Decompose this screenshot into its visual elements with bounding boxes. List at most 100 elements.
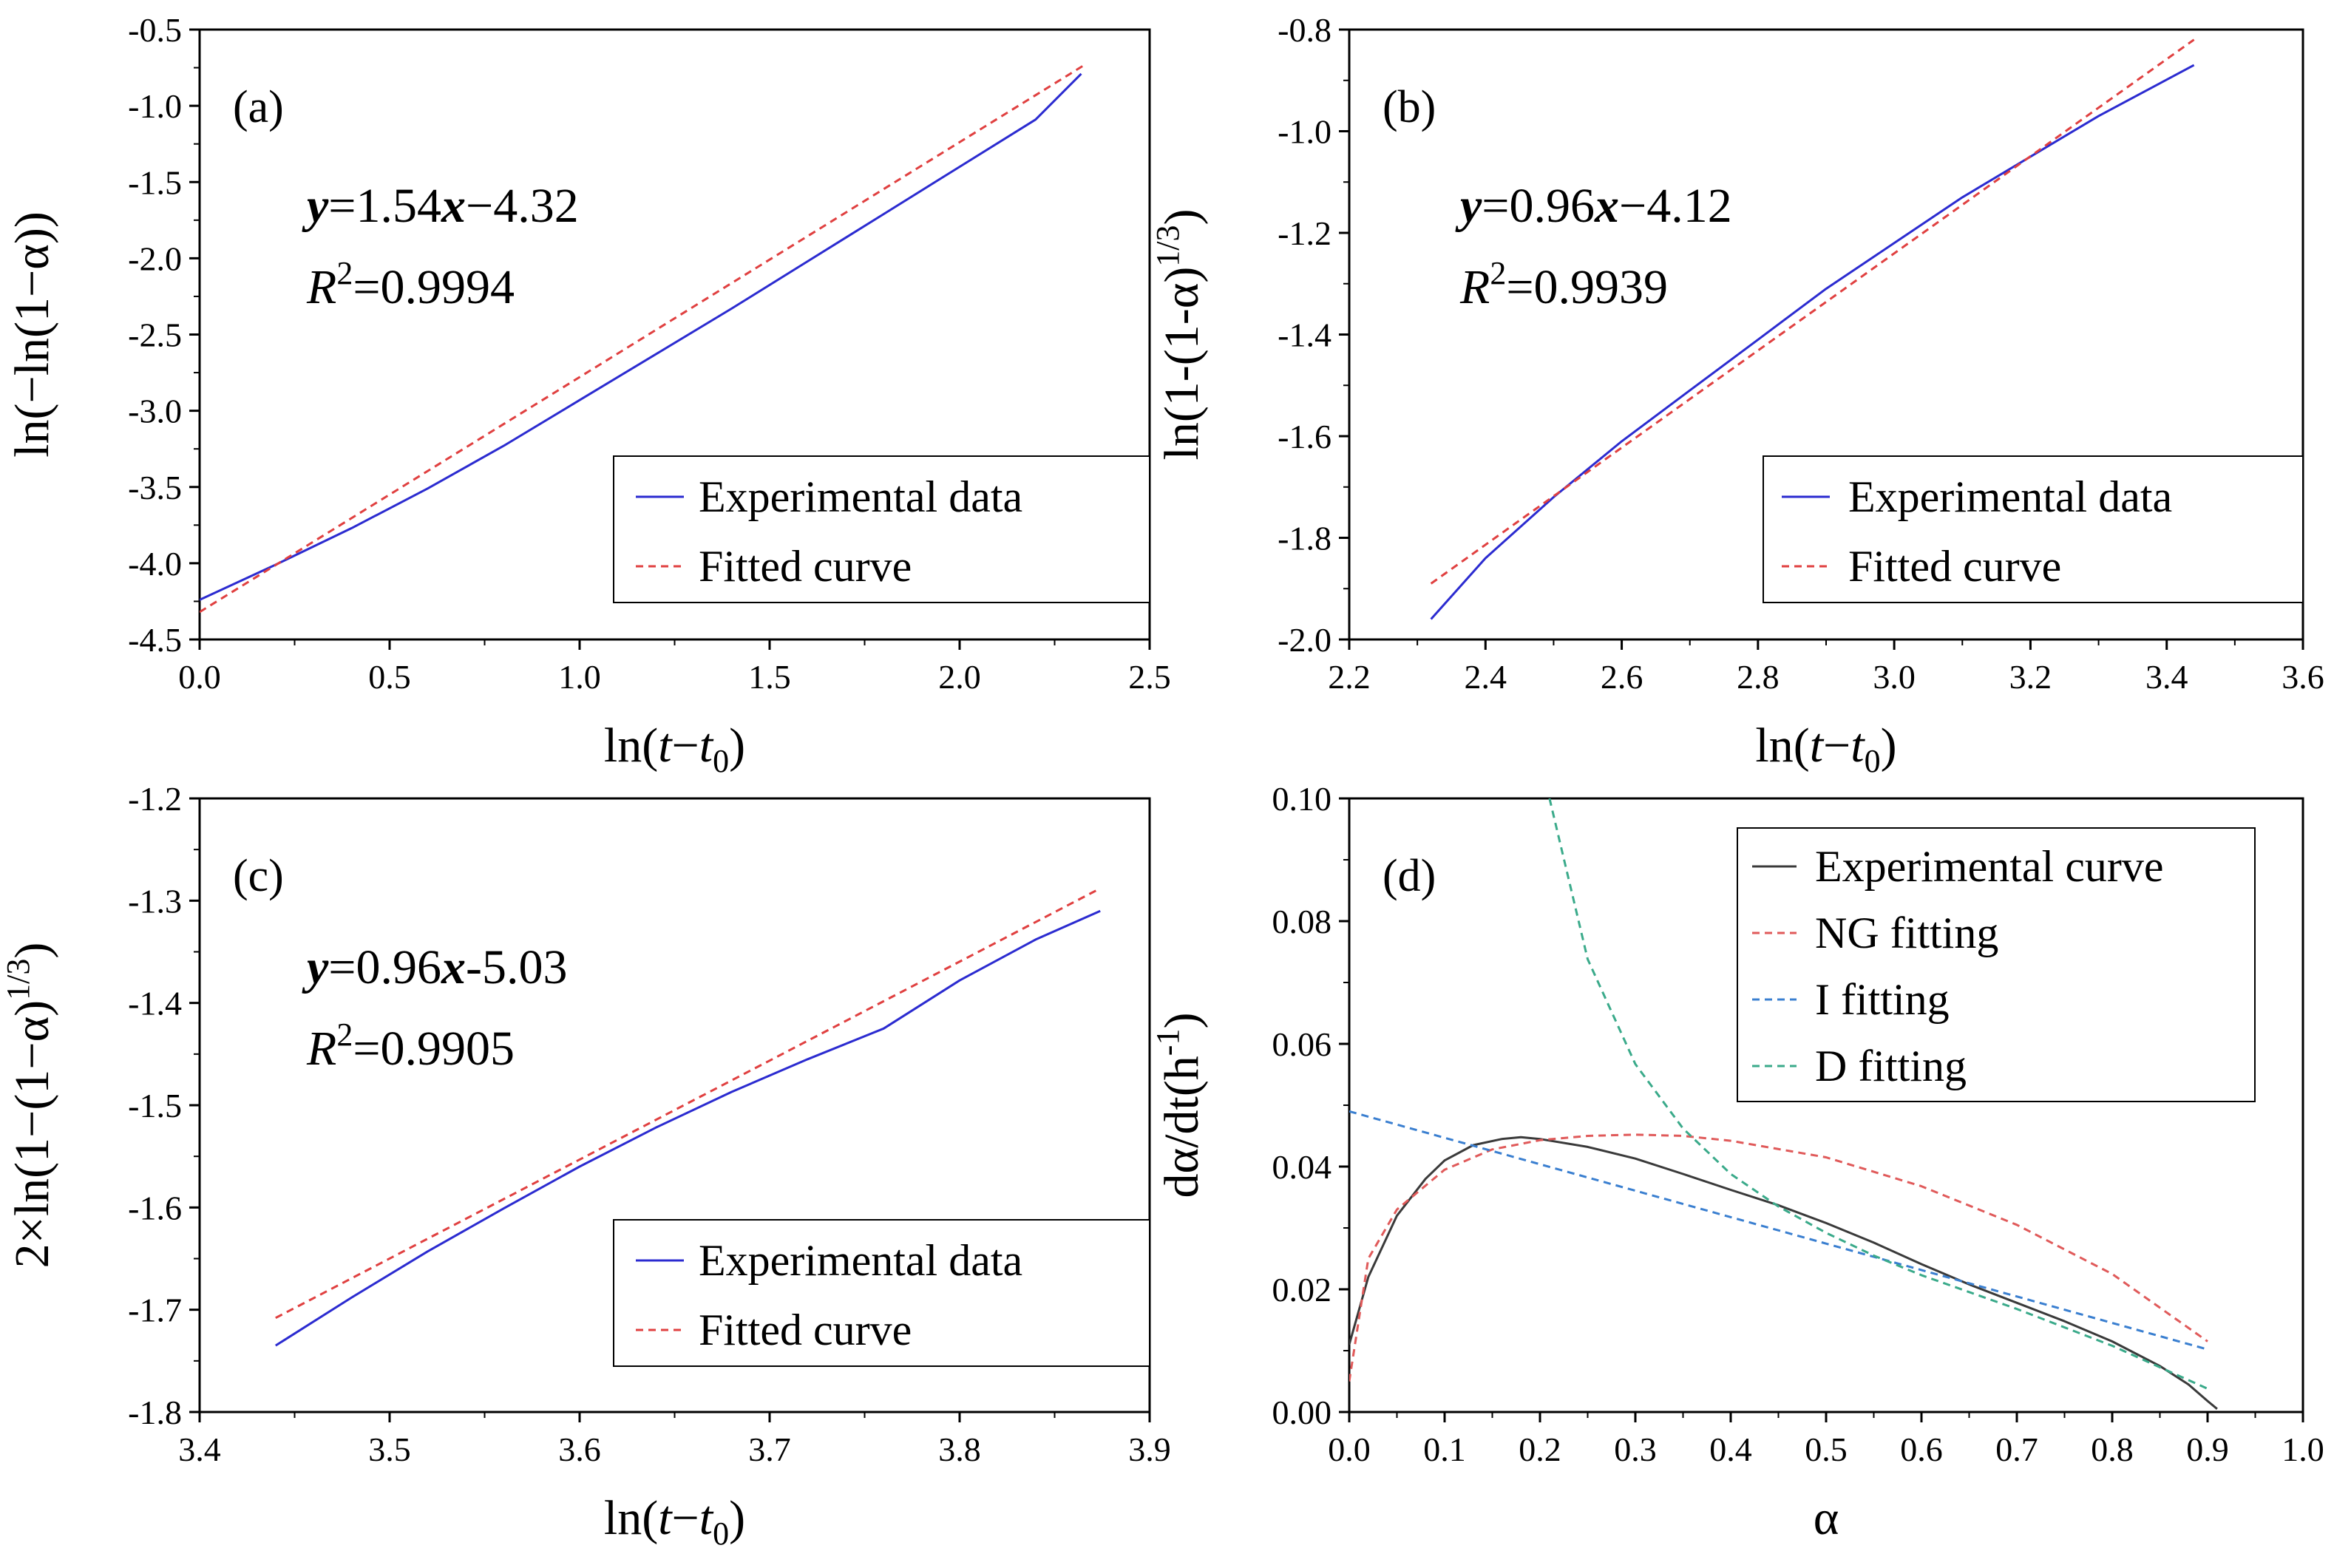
y-tick-label: 0.00 — [1272, 1394, 1332, 1431]
fit-equation: y=0.96x−4.12 — [1455, 179, 1732, 233]
x-tick-label: 2.8 — [1737, 658, 1780, 696]
x-axis-label: ln(t−t0) — [1755, 719, 1896, 779]
x-tick-label: 0.4 — [1709, 1430, 1752, 1468]
x-tick-label: 3.7 — [748, 1430, 791, 1468]
series-fitted-curve — [1430, 38, 2195, 585]
legend: Experimental data Fitted curve — [613, 1219, 1150, 1367]
x-tick-label: 0.1 — [1423, 1430, 1466, 1468]
x-tick-label: 3.2 — [2009, 658, 2052, 696]
legend-label: Experimental curve — [1815, 842, 2163, 891]
x-tick-label: 3.6 — [558, 1430, 601, 1468]
x-tick-label: 3.4 — [178, 1430, 221, 1468]
y-tick-label: -1.2 — [128, 780, 182, 818]
y-tick-label: -4.5 — [128, 621, 182, 659]
legend-label: Experimental data — [1848, 472, 2172, 521]
x-axis-label: α — [1814, 1491, 1839, 1545]
r-squared: R2=0.9939 — [1459, 255, 1668, 314]
y-tick-label: -1.5 — [128, 163, 182, 201]
y-tick-label: -1.7 — [128, 1292, 182, 1329]
y-tick-label: -0.8 — [1278, 11, 1331, 49]
x-tick-label: 3.6 — [2282, 658, 2324, 696]
y-tick-label: -1.8 — [128, 1394, 182, 1431]
x-tick-label: 3.0 — [1873, 658, 1916, 696]
y-tick-label: -1.2 — [1278, 214, 1331, 252]
x-tick-label: 2.6 — [1601, 658, 1643, 696]
y-tick-label: -1.5 — [128, 1087, 182, 1124]
legend-box — [613, 455, 1150, 603]
x-tick-label: 0.8 — [2091, 1430, 2134, 1468]
x-tick-label: 1.0 — [558, 658, 601, 696]
y-tick-label: -1.3 — [128, 882, 182, 920]
y-axis-label: dα/dt(h-1) — [1150, 1013, 1209, 1198]
legend-label: Fitted curve — [699, 542, 912, 591]
x-tick-label: 3.5 — [368, 1430, 411, 1468]
legend-box — [1763, 455, 2304, 603]
series-ng-fitting — [1349, 1133, 2208, 1382]
y-tick-label: -1.6 — [128, 1189, 182, 1226]
series-i-fitting — [1349, 1110, 2208, 1351]
legend-label: Experimental data — [699, 1236, 1022, 1285]
y-tick-label: 0.10 — [1272, 780, 1332, 818]
series-experimental-data — [200, 72, 1082, 601]
series-d-fitting — [1548, 798, 2208, 1390]
panel-label: (d) — [1383, 851, 1436, 901]
x-tick-label: 0.3 — [1614, 1430, 1657, 1468]
fit-equation: y=0.96x-5.03 — [302, 940, 568, 994]
y-tick-label: -2.5 — [128, 316, 182, 354]
legend-label: D fitting — [1815, 1042, 1967, 1090]
x-tick-label: 2.4 — [1465, 658, 1507, 696]
series-experimental-data — [1430, 64, 2195, 620]
panel-c: 3.4 3.5 3.6 3.7 3.8 3.9 -1.8 -1.7 -1.6 -1.5 -1.4 -1… — [0, 780, 1171, 1552]
r-squared: R2=0.9905 — [306, 1017, 515, 1076]
panel-a: 0.0 0.5 1.0 1.5 2.0 2.5 -4.5 -4.0 -3.5 -3.0 -2.5 -2… — [5, 11, 1171, 779]
legend-label: Fitted curve — [1848, 542, 2061, 591]
y-tick-label: 0.08 — [1272, 903, 1332, 940]
series-experimental-curve — [1349, 1136, 2218, 1410]
legend-box — [1737, 827, 2256, 1102]
panel-b: 2.2 2.4 2.6 2.8 3.0 3.2 3.4 3.6 -2.0 -1.8 -1.6 -1.4… — [1150, 11, 2324, 779]
y-tick-label: -2.0 — [1278, 621, 1331, 659]
panel-label: (a) — [233, 82, 284, 132]
y-tick-label: -3.0 — [128, 393, 182, 430]
x-axis-label: ln(t−t0) — [604, 719, 745, 779]
y-axis-label: 2×ln(1−(1−α)1/3) — [0, 943, 59, 1269]
y-tick-label: -1.4 — [128, 985, 182, 1022]
panel-d: 0.0 0.1 0.2 0.3 0.4 0.5 0.6 0.7 0.8 0.9 1.0 0.00 0.0… — [1150, 780, 2324, 1545]
x-tick-label: 1.5 — [748, 658, 791, 696]
legend-box — [613, 1219, 1150, 1367]
series-fitted-curve — [200, 64, 1086, 614]
x-tick-label: 3.9 — [1128, 1430, 1171, 1468]
x-axis-label: ln(t−t0) — [604, 1491, 745, 1552]
x-tick-label: 0.7 — [1995, 1430, 2038, 1468]
x-tick-label: 3.4 — [2145, 658, 2188, 696]
y-axis-label: ln(−ln(1−α)) — [5, 211, 59, 458]
y-tick-label: -3.5 — [128, 469, 182, 506]
r-squared: R2=0.9994 — [306, 255, 515, 314]
legend-label: Fitted curve — [699, 1306, 912, 1354]
x-tick-label: 0.0 — [178, 658, 221, 696]
legend: Experimental data Fitted curve — [613, 455, 1150, 603]
legend: Experimental data Fitted curve — [1763, 455, 2304, 603]
legend-label: I fitting — [1815, 975, 1950, 1024]
x-tick-label: 0.2 — [1519, 1430, 1561, 1468]
x-tick-label: 0.9 — [2186, 1430, 2229, 1468]
x-tick-label: 3.8 — [938, 1430, 981, 1468]
y-tick-label: -4.0 — [128, 545, 182, 583]
x-tick-label: 2.2 — [1328, 658, 1371, 696]
x-tick-label: 0.6 — [1900, 1430, 1943, 1468]
legend: Experimental curve NG fitting I fitting D f… — [1737, 827, 2256, 1102]
x-tick-label: 0.5 — [1805, 1430, 1848, 1468]
fit-equation: y=1.54x−4.32 — [302, 179, 579, 233]
panel-label: (c) — [233, 851, 284, 901]
y-tick-label: 0.04 — [1272, 1148, 1332, 1186]
series-experimental-data — [274, 909, 1101, 1347]
y-tick-label: -1.8 — [1278, 520, 1331, 557]
legend-label: Experimental data — [699, 472, 1022, 521]
x-tick-label: 1.0 — [2282, 1430, 2324, 1468]
y-tick-label: -1.6 — [1278, 418, 1331, 455]
x-tick-label: 2.5 — [1128, 658, 1171, 696]
x-tick-label: 0.0 — [1328, 1430, 1371, 1468]
y-tick-label: -2.0 — [128, 240, 182, 277]
y-tick-label: -1.0 — [1278, 113, 1331, 151]
